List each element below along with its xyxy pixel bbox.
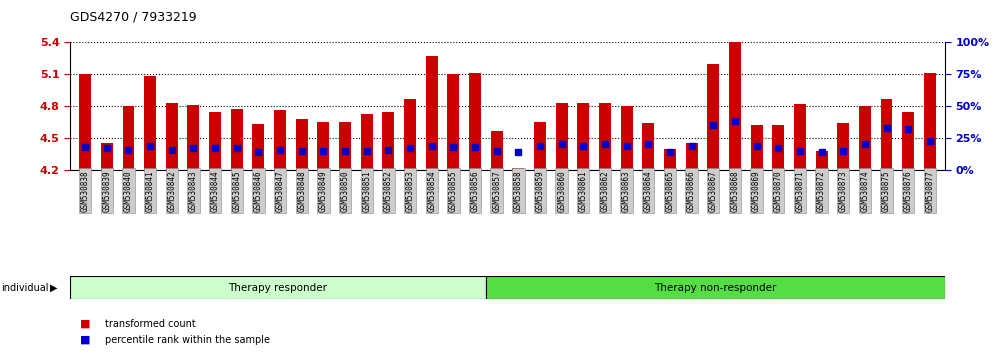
Text: GSM530873: GSM530873	[839, 170, 848, 212]
Bar	[837, 123, 849, 170]
Text: GSM530871: GSM530871	[795, 170, 804, 212]
Text: GSM530877: GSM530877	[925, 170, 934, 212]
Text: GSM530874: GSM530874	[860, 170, 869, 212]
Bar	[317, 122, 329, 170]
Bar	[274, 110, 286, 170]
Text: GSM530872: GSM530872	[817, 170, 826, 212]
Text: ■: ■	[80, 319, 90, 329]
Text: GSM530869: GSM530869	[752, 170, 761, 212]
Text: GSM530848: GSM530848	[297, 170, 306, 212]
Bar	[621, 106, 633, 170]
Text: GSM530853: GSM530853	[406, 170, 415, 212]
Text: GSM530870: GSM530870	[774, 170, 783, 212]
Bar	[70, 276, 486, 299]
Text: GSM530843: GSM530843	[189, 170, 198, 212]
Bar	[404, 99, 416, 170]
Bar	[859, 106, 871, 170]
Text: GSM530876: GSM530876	[904, 170, 913, 212]
Text: transformed count: transformed count	[105, 319, 196, 329]
Bar	[686, 143, 698, 170]
Bar	[577, 103, 589, 170]
Text: ▶: ▶	[50, 282, 58, 293]
Bar	[816, 151, 828, 170]
Bar	[469, 73, 481, 170]
Text: GSM530852: GSM530852	[384, 170, 393, 212]
Bar	[599, 103, 611, 170]
Bar	[209, 112, 221, 170]
Text: Therapy responder: Therapy responder	[228, 282, 327, 293]
Text: GSM530868: GSM530868	[730, 170, 739, 212]
Bar	[902, 112, 914, 170]
Bar	[426, 56, 438, 170]
Text: GSM530860: GSM530860	[557, 170, 566, 212]
Text: GSM530845: GSM530845	[232, 170, 241, 212]
Bar	[751, 125, 763, 170]
Bar	[166, 103, 178, 170]
Bar	[772, 125, 784, 170]
Bar	[664, 149, 676, 170]
Text: GSM530846: GSM530846	[254, 170, 263, 212]
Bar	[512, 168, 524, 170]
Bar	[642, 123, 654, 170]
Text: GSM530866: GSM530866	[687, 170, 696, 212]
Bar	[123, 106, 134, 170]
Bar	[729, 42, 741, 170]
Text: ■: ■	[80, 335, 90, 345]
Text: GSM530863: GSM530863	[622, 170, 631, 212]
Text: GSM530849: GSM530849	[319, 170, 328, 212]
Bar	[101, 143, 113, 170]
Text: GSM530842: GSM530842	[167, 170, 176, 212]
Text: percentile rank within the sample: percentile rank within the sample	[105, 335, 270, 345]
Bar	[486, 276, 945, 299]
Bar	[187, 105, 199, 170]
Bar	[534, 122, 546, 170]
Text: GSM530859: GSM530859	[535, 170, 544, 212]
Text: GSM530850: GSM530850	[341, 170, 350, 212]
Text: GSM530851: GSM530851	[362, 170, 371, 212]
Text: GDS4270 / 7933219: GDS4270 / 7933219	[70, 11, 197, 24]
Bar	[707, 64, 719, 170]
Bar	[144, 76, 156, 170]
Bar	[491, 131, 503, 170]
Bar	[382, 112, 394, 170]
Text: GSM530867: GSM530867	[709, 170, 718, 212]
Text: GSM530838: GSM530838	[81, 170, 90, 212]
Bar	[881, 99, 892, 170]
Bar	[231, 109, 243, 170]
Text: GSM530856: GSM530856	[471, 170, 480, 212]
Text: GSM530844: GSM530844	[211, 170, 220, 212]
Bar	[447, 74, 459, 170]
Bar	[794, 104, 806, 170]
Text: GSM530847: GSM530847	[276, 170, 285, 212]
Text: GSM530840: GSM530840	[124, 170, 133, 212]
Bar	[339, 122, 351, 170]
Bar	[79, 74, 91, 170]
Text: GSM530858: GSM530858	[514, 170, 523, 212]
Text: individual: individual	[1, 282, 48, 293]
Text: Therapy non-responder: Therapy non-responder	[654, 282, 777, 293]
Text: GSM530861: GSM530861	[579, 170, 588, 212]
Text: GSM530855: GSM530855	[449, 170, 458, 212]
Text: GSM530862: GSM530862	[600, 170, 609, 212]
Text: GSM530865: GSM530865	[665, 170, 674, 212]
Bar	[924, 73, 936, 170]
Bar	[361, 114, 373, 170]
Text: GSM530857: GSM530857	[492, 170, 501, 212]
Bar	[556, 103, 568, 170]
Text: GSM530875: GSM530875	[882, 170, 891, 212]
Text: GSM530854: GSM530854	[427, 170, 436, 212]
Text: GSM530839: GSM530839	[102, 170, 111, 212]
Text: GSM530841: GSM530841	[146, 170, 155, 212]
Bar	[252, 124, 264, 170]
Bar	[296, 119, 308, 170]
Text: GSM530864: GSM530864	[644, 170, 653, 212]
